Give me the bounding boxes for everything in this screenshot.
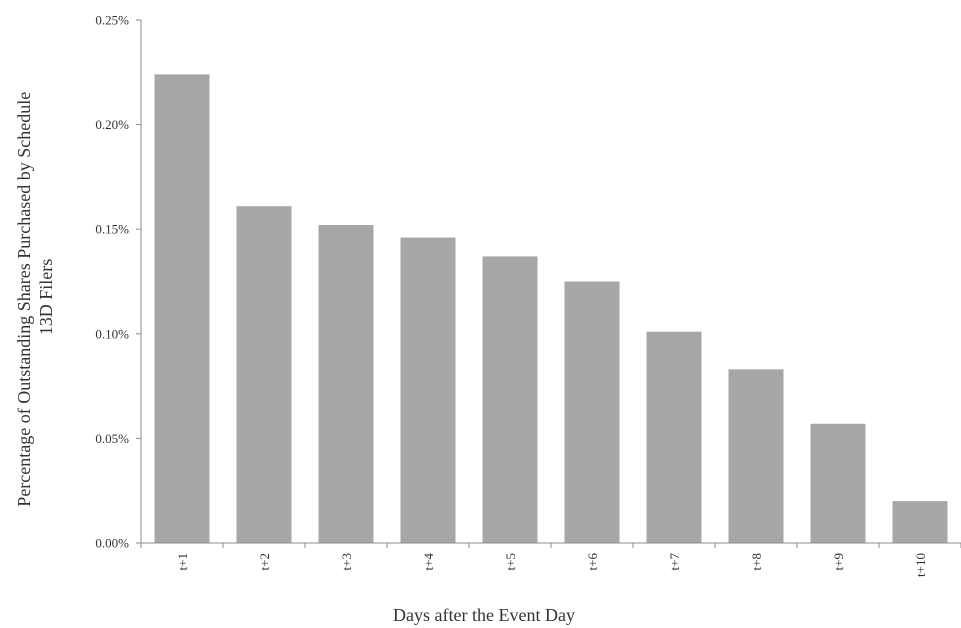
bar-t+2: [236, 206, 292, 543]
bar-t+3: [318, 225, 374, 543]
bar-t+8: [728, 369, 784, 543]
bar-t+4: [400, 237, 456, 543]
axes: [136, 19, 961, 548]
bars: [154, 74, 948, 543]
x-tick-label: t+6: [585, 553, 600, 571]
y-axis-title-line-1: Percentage of Outstanding Shares Purchas…: [14, 92, 34, 507]
y-axis-title-line-2: 13D Filers: [36, 259, 56, 336]
bar-t+1: [154, 74, 210, 543]
y-tick-label: 0.00%: [95, 536, 129, 551]
y-axis-title: Percentage of Outstanding Shares Purchas…: [14, 87, 56, 506]
x-tick-label: t+8: [749, 553, 764, 570]
tick-labels: 0.00% 0.05% 0.10% 0.15% 0.20% 0.25% t+1 t+2 t+3 t…: [95, 13, 928, 577]
x-tick-label: t+7: [667, 553, 682, 571]
x-tick-label: t+10: [913, 553, 928, 577]
y-tick-label: 0.25%: [95, 13, 129, 28]
x-tick-label: t+2: [257, 553, 272, 570]
bar-t+6: [564, 281, 620, 543]
bar-t+9: [810, 423, 866, 543]
x-axis-title: Days after the Event Day: [393, 605, 575, 625]
bar-t+10: [892, 501, 948, 543]
bar-t+7: [646, 331, 702, 543]
x-tick-label: t+1: [175, 553, 190, 570]
x-tick-label: t+4: [421, 553, 436, 571]
y-tick-label: 0.20%: [95, 117, 129, 132]
y-tick-label: 0.05%: [95, 431, 129, 446]
bar-t+5: [482, 256, 538, 543]
x-tick-label: t+5: [503, 553, 518, 570]
x-tick-label: t+3: [339, 553, 354, 570]
y-tick-label: 0.10%: [95, 326, 129, 341]
x-tick-label: t+9: [831, 553, 846, 570]
y-tick-label: 0.15%: [95, 222, 129, 237]
